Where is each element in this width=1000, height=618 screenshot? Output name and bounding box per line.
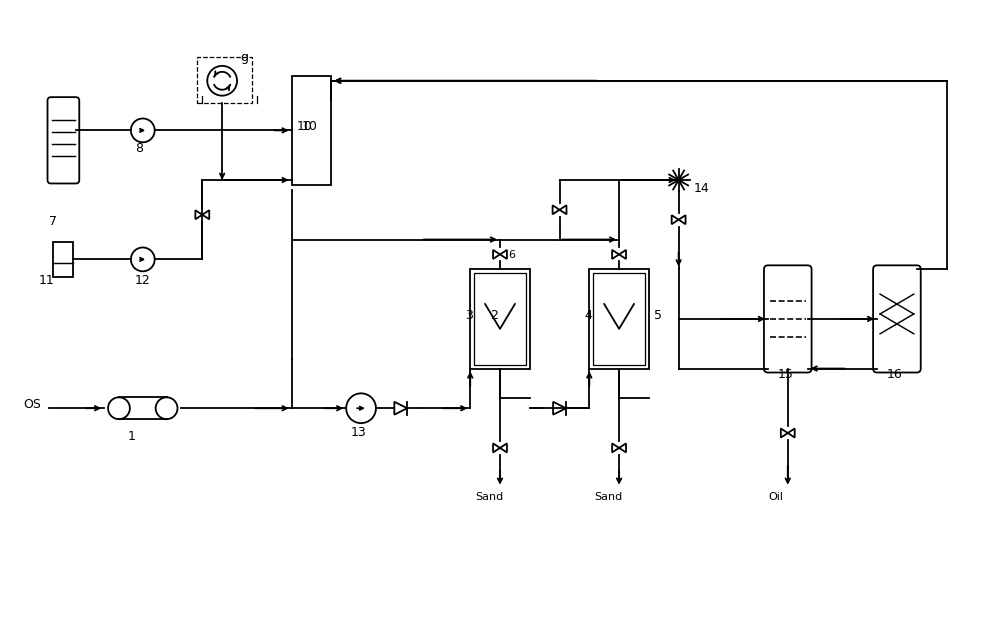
Bar xyxy=(593,273,645,365)
Text: 16: 16 xyxy=(887,368,903,381)
Text: OS: OS xyxy=(24,398,42,411)
Text: 13: 13 xyxy=(351,426,367,439)
Text: 15: 15 xyxy=(778,368,794,381)
Text: 12: 12 xyxy=(135,274,151,287)
Text: 10: 10 xyxy=(302,121,317,133)
Text: Sand: Sand xyxy=(594,491,623,502)
Bar xyxy=(589,269,649,368)
Bar xyxy=(474,273,526,365)
Text: 14: 14 xyxy=(693,182,709,195)
Text: 8: 8 xyxy=(135,142,143,155)
Bar xyxy=(197,57,252,103)
Text: 2: 2 xyxy=(490,309,498,322)
Text: 5: 5 xyxy=(654,309,662,322)
Text: 4: 4 xyxy=(584,309,592,322)
Text: 7: 7 xyxy=(49,214,57,227)
Text: Oil: Oil xyxy=(768,491,783,502)
Text: 1: 1 xyxy=(128,430,136,443)
Text: g: g xyxy=(240,51,248,64)
Text: 3: 3 xyxy=(465,309,473,322)
Bar xyxy=(53,242,73,277)
Text: 11: 11 xyxy=(39,274,54,287)
Bar xyxy=(470,269,530,368)
Bar xyxy=(292,76,331,185)
Text: 10: 10 xyxy=(297,121,312,133)
Text: Sand: Sand xyxy=(475,491,503,502)
Text: 6: 6 xyxy=(508,250,515,260)
